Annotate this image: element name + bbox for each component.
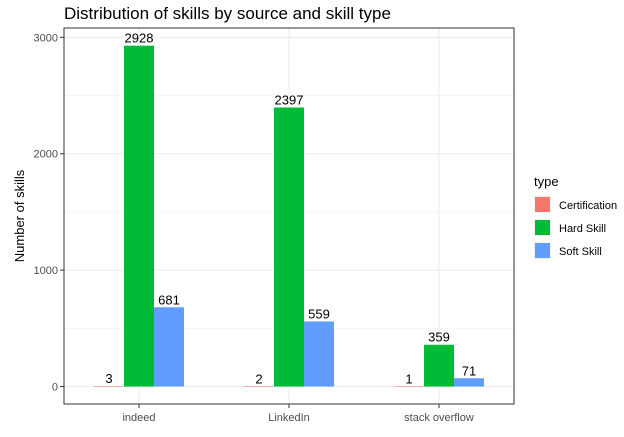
bar — [394, 386, 424, 387]
data-label: 359 — [428, 330, 450, 345]
chart-title: Distribution of skills by source and ski… — [64, 4, 391, 23]
bar — [94, 386, 124, 387]
data-label: 71 — [462, 363, 476, 378]
y-tick-label: 1000 — [34, 265, 58, 277]
axes: 0 1000 2000 3000 indeed LinkedIn stack overflo… — [34, 32, 474, 424]
legend-key — [535, 220, 550, 235]
bar — [454, 378, 484, 387]
bar — [154, 307, 184, 387]
y-tick-label: 3000 — [34, 32, 58, 44]
y-tick-label: 2000 — [34, 149, 58, 161]
bar — [424, 344, 454, 387]
bar — [274, 107, 304, 387]
data-label: 2 — [255, 371, 262, 386]
legend-label: Hard Skill — [559, 223, 606, 235]
data-label: 681 — [158, 292, 180, 307]
data-label: 1 — [405, 371, 412, 386]
data-labels: 3 2 1 2928 2397 359 681 559 71 — [105, 31, 476, 387]
bar — [124, 45, 154, 387]
x-tick-label: LinkedIn — [268, 412, 310, 424]
legend-label: Soft Skill — [559, 246, 602, 258]
bar — [244, 386, 274, 387]
y-axis-title: Number of skills — [12, 169, 27, 262]
legend-title: type — [534, 174, 559, 189]
y-tick-label: 0 — [52, 382, 58, 394]
x-tick-label: indeed — [122, 412, 155, 424]
data-label: 3 — [105, 371, 112, 386]
legend-key — [535, 197, 550, 212]
legend: type Certification Hard Skill Soft Skill — [534, 174, 617, 259]
x-tick-label: stack overflow — [404, 412, 474, 424]
legend-key — [535, 243, 550, 258]
bars — [94, 45, 484, 387]
bar — [304, 321, 334, 387]
legend-label: Certification — [559, 200, 617, 212]
data-label: 559 — [308, 306, 330, 321]
data-label: 2397 — [275, 93, 304, 108]
data-label: 2928 — [125, 31, 154, 46]
